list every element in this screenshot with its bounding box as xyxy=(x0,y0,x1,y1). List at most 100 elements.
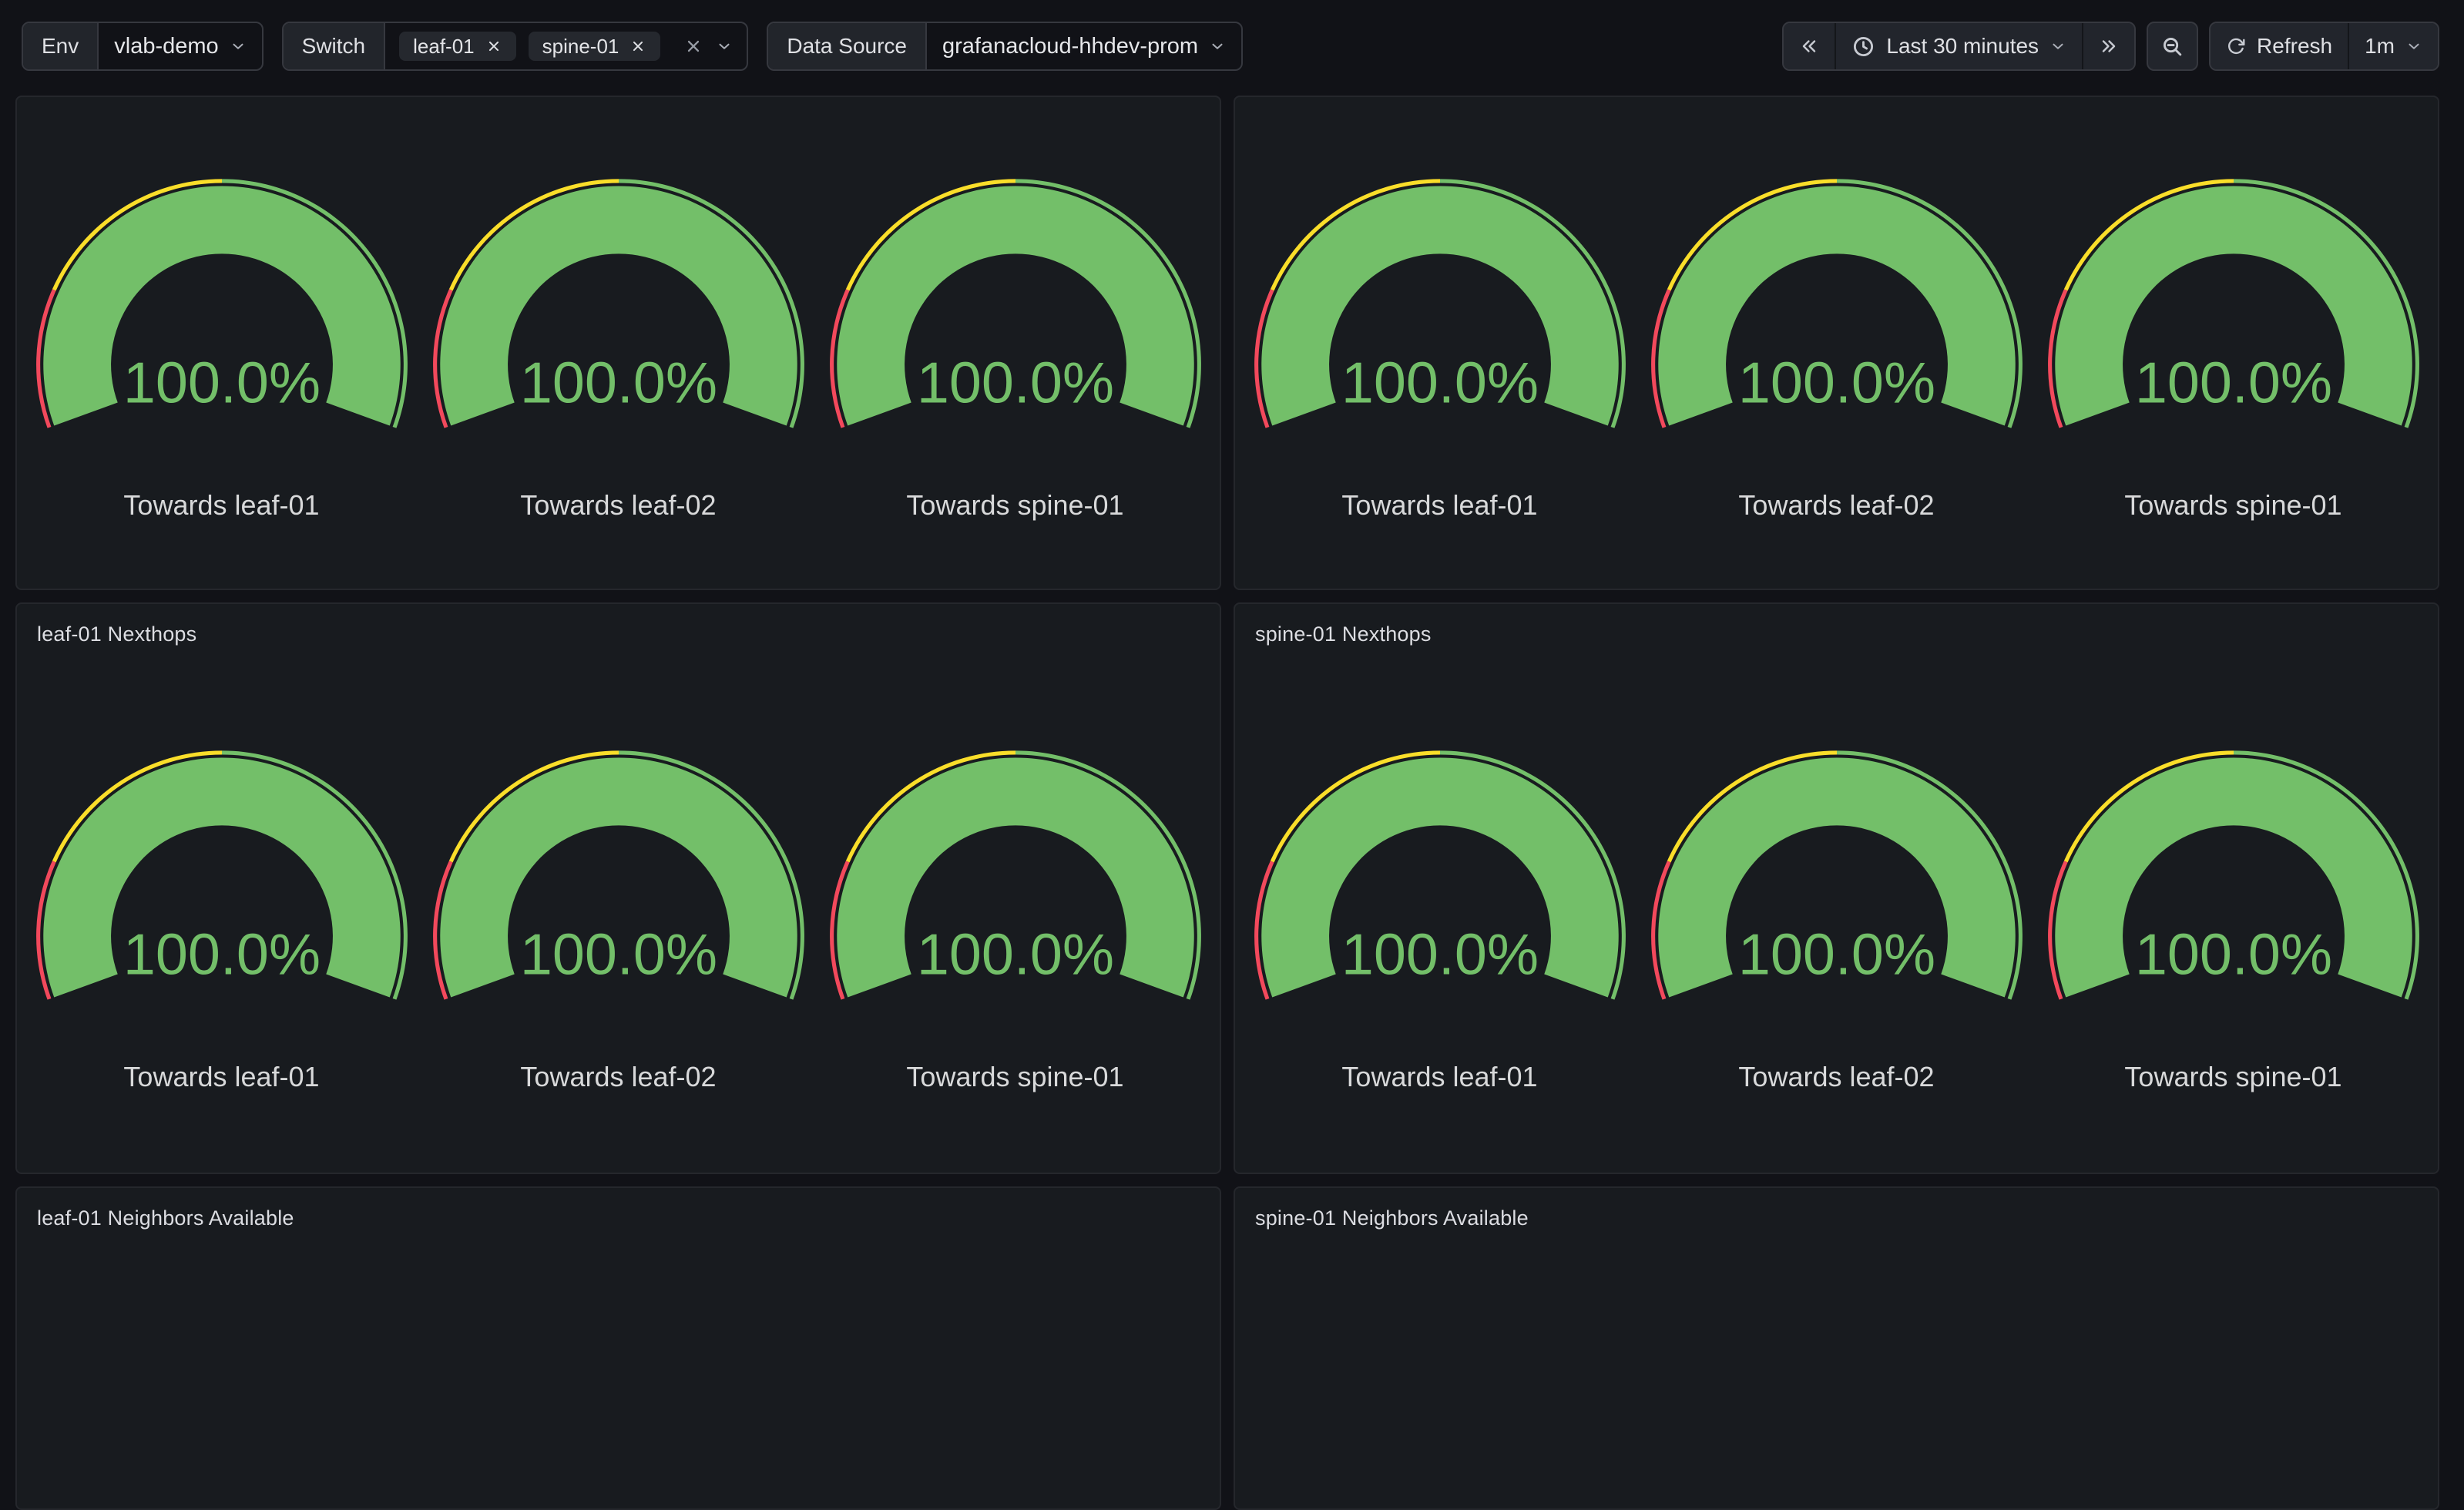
panel-header[interactable]: spine-01 Nexthops xyxy=(1235,604,2438,656)
gauge-label: Towards leaf-01 xyxy=(1341,489,1538,521)
clear-selection-icon[interactable] xyxy=(683,36,703,56)
zoom-out-icon xyxy=(2160,35,2184,59)
gauge-threshold-red xyxy=(829,861,850,1000)
panel-title: leaf-01 Nexthops xyxy=(37,622,197,646)
gauge-threshold-yellow xyxy=(845,179,1015,291)
time-range-group: Last 30 minutes xyxy=(1782,22,2137,71)
panel-spine-01-neighbors-available: spine-01 Neighbors Available xyxy=(1234,1186,2439,1510)
gauge-threshold-yellow xyxy=(1270,179,1440,291)
gauge-towards-leaf-02: 100.0% Towards leaf-02 xyxy=(420,747,817,1091)
dashboard-grid: 100.0% Towards leaf-01 100.0% Towards leaf-… xyxy=(0,96,2464,1510)
refresh-interval-button[interactable]: 1m xyxy=(2348,23,2438,69)
var-switch-select[interactable]: leaf-01 spine-01 xyxy=(385,23,747,69)
gauge-label: Towards spine-01 xyxy=(2124,1061,2342,1092)
time-shift-back-button[interactable] xyxy=(1784,23,1835,69)
gauge-value-arc xyxy=(2054,186,2412,426)
gauge-value-arc xyxy=(1657,186,2016,426)
switch-tag-label: spine-01 xyxy=(542,34,619,58)
gauge-arc: 100.0% xyxy=(432,179,804,428)
gauge-threshold-yellow xyxy=(2063,750,2234,863)
gauge-value-text: 100.0% xyxy=(1341,351,1538,415)
dashboard-toolbar: Env vlab-demo Switch leaf-01 spine-01 Dat… xyxy=(0,0,2464,96)
time-range-button[interactable]: Last 30 minutes xyxy=(1835,23,2083,69)
gauge-towards-spine-01: 100.0% Towards spine-01 xyxy=(817,747,1214,1091)
time-shift-forward-button[interactable] xyxy=(2082,23,2135,69)
panel-body xyxy=(1235,1240,2438,1508)
gauge-value-arc xyxy=(1657,757,2016,998)
panel-untitled-left: 100.0% Towards leaf-01 100.0% Towards leaf-… xyxy=(15,96,1221,590)
panel-title: spine-01 Nexthops xyxy=(1255,622,1432,646)
panel-body: 100.0% Towards leaf-01 100.0% Towards leaf-… xyxy=(1235,97,2438,589)
panel-body xyxy=(17,1240,1220,1508)
gauge-label: Towards spine-01 xyxy=(2124,489,2342,521)
panel-body: 100.0% Towards leaf-01 100.0% Towards leaf-… xyxy=(17,656,1220,1173)
gauge-threshold-red xyxy=(432,861,453,1000)
gauge-arc: 100.0% xyxy=(35,179,408,428)
gauge-label: Towards leaf-02 xyxy=(520,1061,717,1092)
gauge-arc: 100.0% xyxy=(829,750,1201,1000)
gauge-towards-leaf-01: 100.0% Towards leaf-01 xyxy=(1241,176,1638,519)
gauge-value-text: 100.0% xyxy=(519,351,717,415)
gauge-label: Towards spine-01 xyxy=(906,489,1124,521)
panel-body: 100.0% Towards leaf-01 100.0% Towards leaf-… xyxy=(17,97,1220,589)
gauge-value-arc xyxy=(439,757,797,998)
gauge-value-text: 100.0% xyxy=(123,922,320,987)
time-controls: Last 30 minutes Refresh 1m xyxy=(1782,22,2439,71)
gauge-threshold-yellow xyxy=(2063,179,2234,291)
panel-leaf-01-nexthops: leaf-01 Nexthops 100.0% Towards leaf-01 100… xyxy=(15,602,1221,1174)
gauge-label: Towards leaf-02 xyxy=(1738,1061,1935,1092)
gauge-value-arc xyxy=(836,757,1194,998)
refresh-icon xyxy=(2226,36,2246,56)
gauge-arc: 100.0% xyxy=(1254,750,1626,1000)
time-range-label: Last 30 minutes xyxy=(1886,34,2039,58)
chevron-down-icon xyxy=(2405,38,2422,55)
gauge-arc: 100.0% xyxy=(2047,750,2419,1000)
gauge-threshold-yellow xyxy=(52,179,222,291)
gauge-threshold-red xyxy=(35,289,56,428)
panel-header[interactable]: spine-01 Neighbors Available xyxy=(1235,1188,2438,1240)
remove-tag-icon[interactable] xyxy=(629,38,646,55)
gauge-arc: 100.0% xyxy=(2047,179,2419,428)
gauge-value-arc xyxy=(42,757,401,998)
gauge-value-text: 100.0% xyxy=(2134,922,2331,987)
gauge-label: Towards leaf-02 xyxy=(520,489,717,521)
gauge-arc: 100.0% xyxy=(432,750,804,1000)
gauge-arc: 100.0% xyxy=(35,750,408,1000)
var-datasource-label: Data Source xyxy=(768,23,927,69)
gauge-value-text: 100.0% xyxy=(519,922,717,987)
remove-tag-icon[interactable] xyxy=(485,38,502,55)
clock-icon xyxy=(1851,35,1875,59)
panel-header[interactable]: leaf-01 Neighbors Available xyxy=(17,1188,1220,1240)
gauge-threshold-yellow xyxy=(448,750,619,863)
gauge-arc: 100.0% xyxy=(1650,179,2023,428)
gauge-label: Towards spine-01 xyxy=(906,1061,1124,1092)
switch-tag-leaf-01[interactable]: leaf-01 xyxy=(399,32,516,61)
gauge-value-arc xyxy=(836,186,1194,426)
panel-header[interactable]: leaf-01 Nexthops xyxy=(17,604,1220,656)
var-switch: Switch leaf-01 spine-01 xyxy=(281,22,749,71)
gauge-value-arc xyxy=(2054,757,2412,998)
var-datasource-select[interactable]: grafanacloud-hhdev-prom xyxy=(927,23,1241,69)
panel-untitled-right: 100.0% Towards leaf-01 100.0% Towards leaf-… xyxy=(1234,96,2439,590)
var-env-select[interactable]: vlab-demo xyxy=(99,23,261,69)
gauge-towards-leaf-02: 100.0% Towards leaf-02 xyxy=(1638,176,2035,519)
gauge-threshold-yellow xyxy=(1667,750,1837,863)
gauge-threshold-yellow xyxy=(448,179,619,291)
switch-tag-label: leaf-01 xyxy=(413,34,475,58)
gauge-value-text: 100.0% xyxy=(1737,922,1935,987)
gauge-threshold-yellow xyxy=(1667,179,1837,291)
gauge-threshold-red xyxy=(432,289,453,428)
switch-tag-spine-01[interactable]: spine-01 xyxy=(528,32,661,61)
gauge-value-text: 100.0% xyxy=(2134,351,2331,415)
panel-body: 100.0% Towards leaf-01 100.0% Towards leaf-… xyxy=(1235,656,2438,1173)
refresh-button[interactable]: Refresh xyxy=(2211,23,2348,69)
gauge-label: Towards leaf-01 xyxy=(1341,1061,1538,1092)
refresh-label: Refresh xyxy=(2257,34,2333,58)
gauge-arc: 100.0% xyxy=(1650,750,2023,1000)
panel-title: leaf-01 Neighbors Available xyxy=(37,1206,294,1230)
panel-title: spine-01 Neighbors Available xyxy=(1255,1206,1529,1230)
gauge-value-arc xyxy=(42,186,401,426)
gauge-value-arc xyxy=(1261,757,1619,998)
zoom-out-button[interactable] xyxy=(2147,22,2199,71)
